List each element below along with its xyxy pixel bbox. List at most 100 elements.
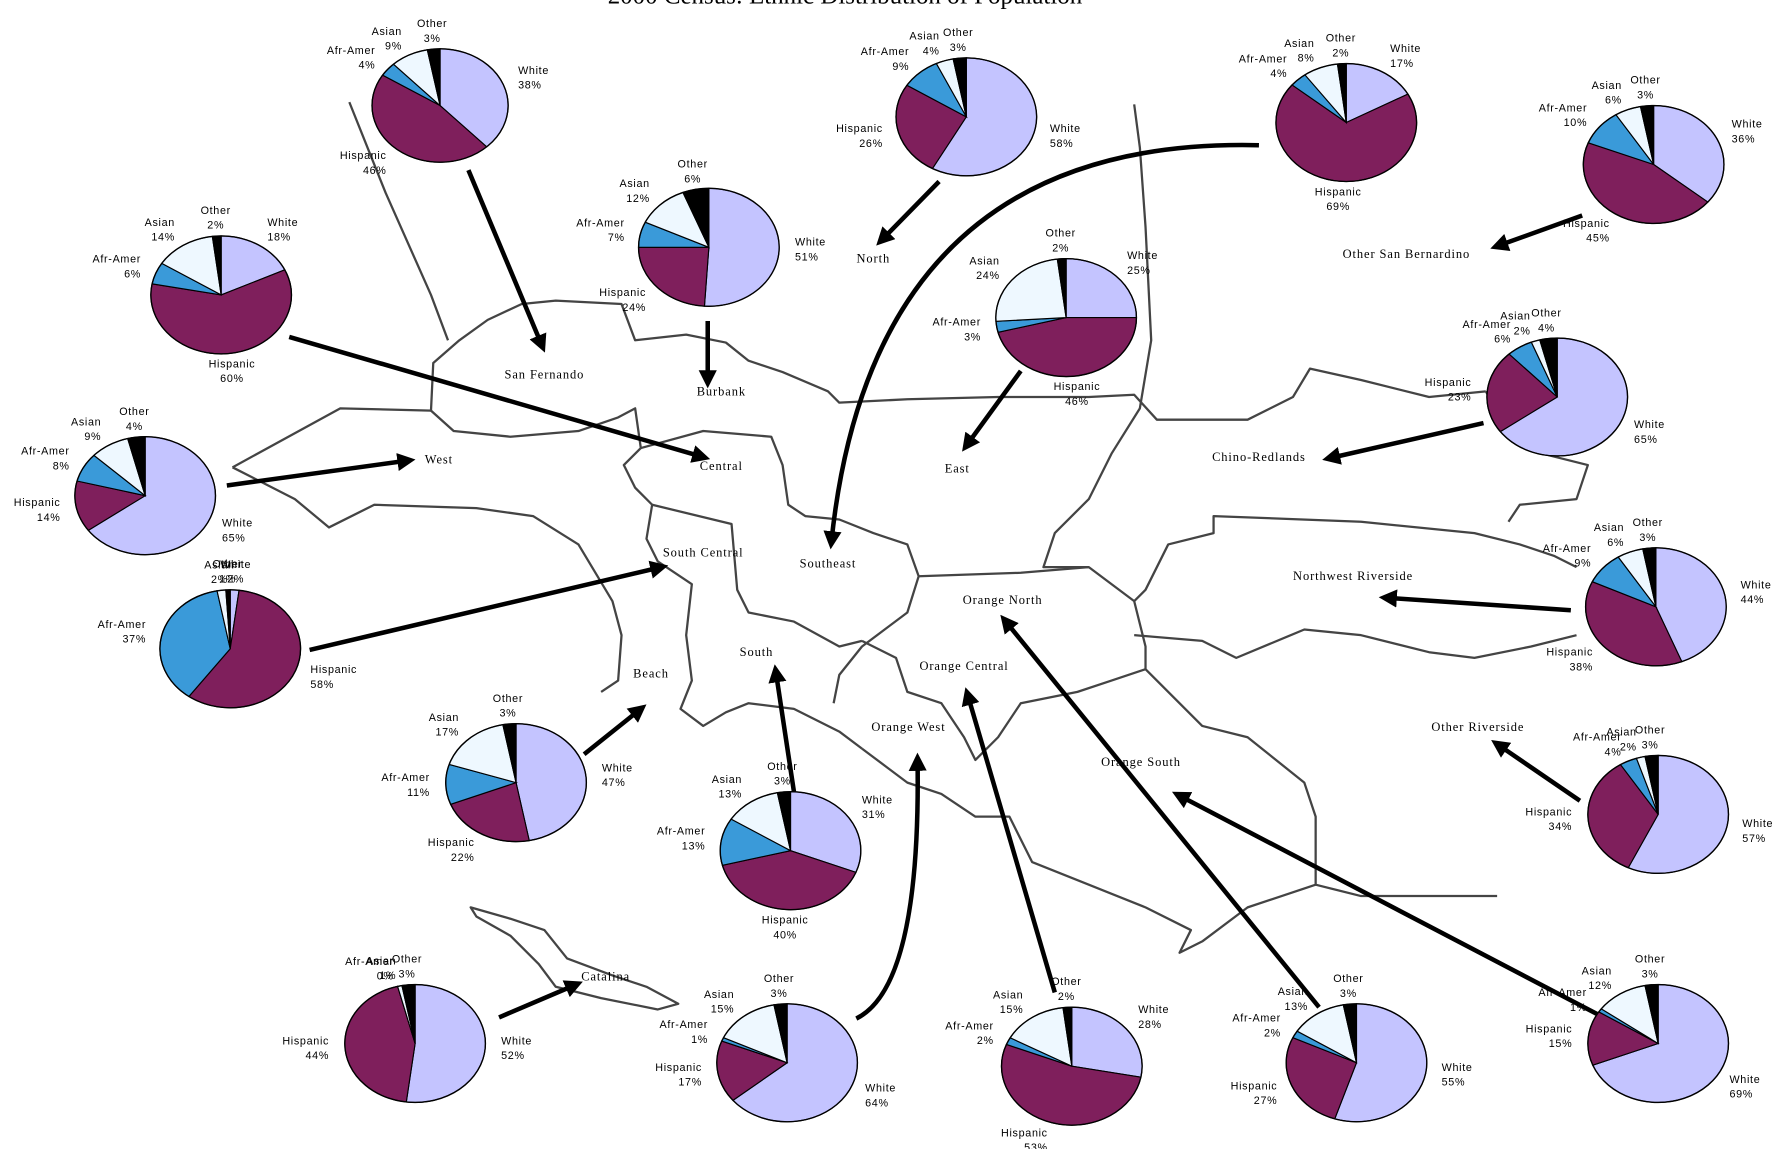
slice-value: 4% bbox=[126, 421, 143, 433]
region-label: West bbox=[425, 452, 453, 466]
slice-value: 8% bbox=[53, 460, 70, 472]
slice-value: 4% bbox=[1605, 746, 1622, 758]
pie-chart: White 51% Hispanic 24% Afr-Amer 7% Asian 12% Oth… bbox=[576, 159, 825, 314]
slice-value: 27% bbox=[1254, 1095, 1278, 1107]
slice-value: 37% bbox=[123, 634, 147, 646]
pie-outline bbox=[74, 436, 217, 556]
slice-label: Other bbox=[1635, 954, 1665, 966]
slice-label: Other bbox=[1326, 33, 1356, 45]
slice-value: 12% bbox=[626, 193, 650, 205]
boundary bbox=[430, 407, 863, 750]
pie-outline bbox=[344, 983, 487, 1104]
slice-value: 25% bbox=[1127, 265, 1151, 277]
slice-value: 58% bbox=[310, 679, 334, 691]
slice-label: White bbox=[1442, 1062, 1473, 1074]
slice-label: Hispanic bbox=[1425, 377, 1472, 389]
region-label: Orange West bbox=[871, 720, 945, 734]
slice-label: Hispanic bbox=[1526, 1023, 1573, 1035]
slice-value: 2% bbox=[1620, 741, 1637, 753]
slice-value: 47% bbox=[602, 777, 626, 789]
slice-value: 6% bbox=[124, 268, 141, 280]
pie-outline bbox=[371, 48, 509, 163]
slice-label: White bbox=[222, 518, 253, 530]
slice-label: Afr-Amer bbox=[1539, 102, 1588, 114]
pie-chart: White 65% Hispanic 23% Afr-Amer 6% Asian 2%Othe… bbox=[1425, 308, 1665, 457]
pie-slice bbox=[995, 258, 1067, 322]
boundary bbox=[918, 565, 1498, 898]
slice-value: 1% bbox=[691, 1034, 708, 1046]
region-label: Burbank bbox=[697, 384, 746, 398]
slice-label: Asian bbox=[969, 255, 999, 267]
slice-label: Other bbox=[1531, 308, 1561, 320]
slice-value: 3% bbox=[774, 776, 791, 788]
pie-outline bbox=[1584, 547, 1727, 667]
pie-slice bbox=[515, 723, 587, 842]
slice-value: 3% bbox=[1642, 968, 1659, 980]
slice-label: Hispanic bbox=[209, 358, 256, 370]
slice-label: White bbox=[1050, 123, 1081, 135]
slice-label: Asian bbox=[372, 26, 402, 38]
slice-value: 2% bbox=[1514, 325, 1531, 337]
title: 2000 Census: Ethnic Distribution of Popu… bbox=[608, 0, 1083, 9]
slice-label: Other bbox=[212, 559, 242, 571]
slice-value: 2% bbox=[1332, 47, 1349, 59]
slice-label: Asian bbox=[712, 774, 742, 786]
pie-slice bbox=[1065, 258, 1138, 319]
slice-value: 31% bbox=[862, 809, 886, 821]
pie-outline bbox=[150, 235, 293, 355]
slice-label: Other bbox=[764, 973, 794, 985]
slice-value: 7% bbox=[608, 232, 625, 244]
slice-value: 9% bbox=[84, 431, 101, 443]
region-label: South bbox=[740, 645, 774, 659]
slice-label: Asian bbox=[145, 217, 175, 229]
slice-value: 2% bbox=[227, 574, 244, 586]
slice-value: 3% bbox=[964, 331, 981, 343]
slice-label: Afr-Amer bbox=[861, 46, 910, 58]
pie-chart: White 31% Hispanic 40% Afr-Amer 13% Asian 13% Ot… bbox=[657, 761, 892, 941]
arrow bbox=[1000, 614, 1321, 1009]
slice-value: 3% bbox=[499, 708, 516, 720]
slice-value: 3% bbox=[771, 988, 788, 1000]
slice-label: White bbox=[1729, 1074, 1760, 1086]
slice-label: White bbox=[220, 559, 251, 571]
slice-label: Hispanic bbox=[1001, 1127, 1048, 1139]
slice-value: 3% bbox=[1639, 532, 1656, 544]
slice-value: 3% bbox=[1642, 739, 1659, 751]
slice-value: 65% bbox=[222, 532, 246, 544]
slice-label: Afr-Amer bbox=[1232, 1013, 1281, 1025]
arrow bbox=[466, 169, 547, 353]
slice-label: White bbox=[1741, 579, 1772, 591]
region-label: Central bbox=[700, 459, 743, 473]
slice-label: Hispanic bbox=[1231, 1080, 1278, 1092]
region-label: North bbox=[857, 252, 891, 266]
pie-outline bbox=[637, 187, 780, 307]
boundary bbox=[1042, 104, 1153, 569]
slice-label: White bbox=[1634, 419, 1665, 431]
slice-value: 2% bbox=[1058, 991, 1075, 1003]
pie-chart: White 58% Hispanic 26% Afr-Amer 9% Asian 4%Othe… bbox=[836, 27, 1081, 177]
boundary bbox=[231, 466, 623, 693]
slice-value: 8% bbox=[1298, 53, 1315, 65]
pie-chart: White 64% Hispanic 17% Afr-Amer 1% Asian 15% Oth… bbox=[655, 973, 895, 1123]
pie-chart: White 17% Hispanic 69% Afr-Amer 4% Asian 8% Othe… bbox=[1239, 33, 1421, 213]
boundary bbox=[640, 429, 920, 704]
arrow bbox=[582, 704, 647, 757]
slice-value: 6% bbox=[1607, 537, 1624, 549]
slice-value: 6% bbox=[1605, 95, 1622, 107]
slice-label: Other bbox=[1046, 228, 1076, 240]
slice-value: 1% bbox=[1570, 1002, 1587, 1014]
map-outline bbox=[231, 101, 1589, 1011]
slice-value: 18% bbox=[267, 232, 291, 244]
slice-label: Afr-Amer bbox=[93, 254, 142, 266]
slice-value: 14% bbox=[37, 512, 61, 524]
slice-value: 57% bbox=[1742, 833, 1766, 845]
slice-value: 4% bbox=[1538, 322, 1555, 334]
slice-value: 9% bbox=[1574, 558, 1591, 570]
pie-outline bbox=[719, 791, 862, 911]
slice-value: 9% bbox=[385, 41, 402, 53]
slice-value: 6% bbox=[684, 173, 701, 185]
pie-outline bbox=[1486, 337, 1629, 457]
slice-label: Afr-Amer bbox=[381, 772, 430, 784]
slice-value: 44% bbox=[305, 1050, 329, 1062]
slice-label: Hispanic bbox=[599, 287, 646, 299]
